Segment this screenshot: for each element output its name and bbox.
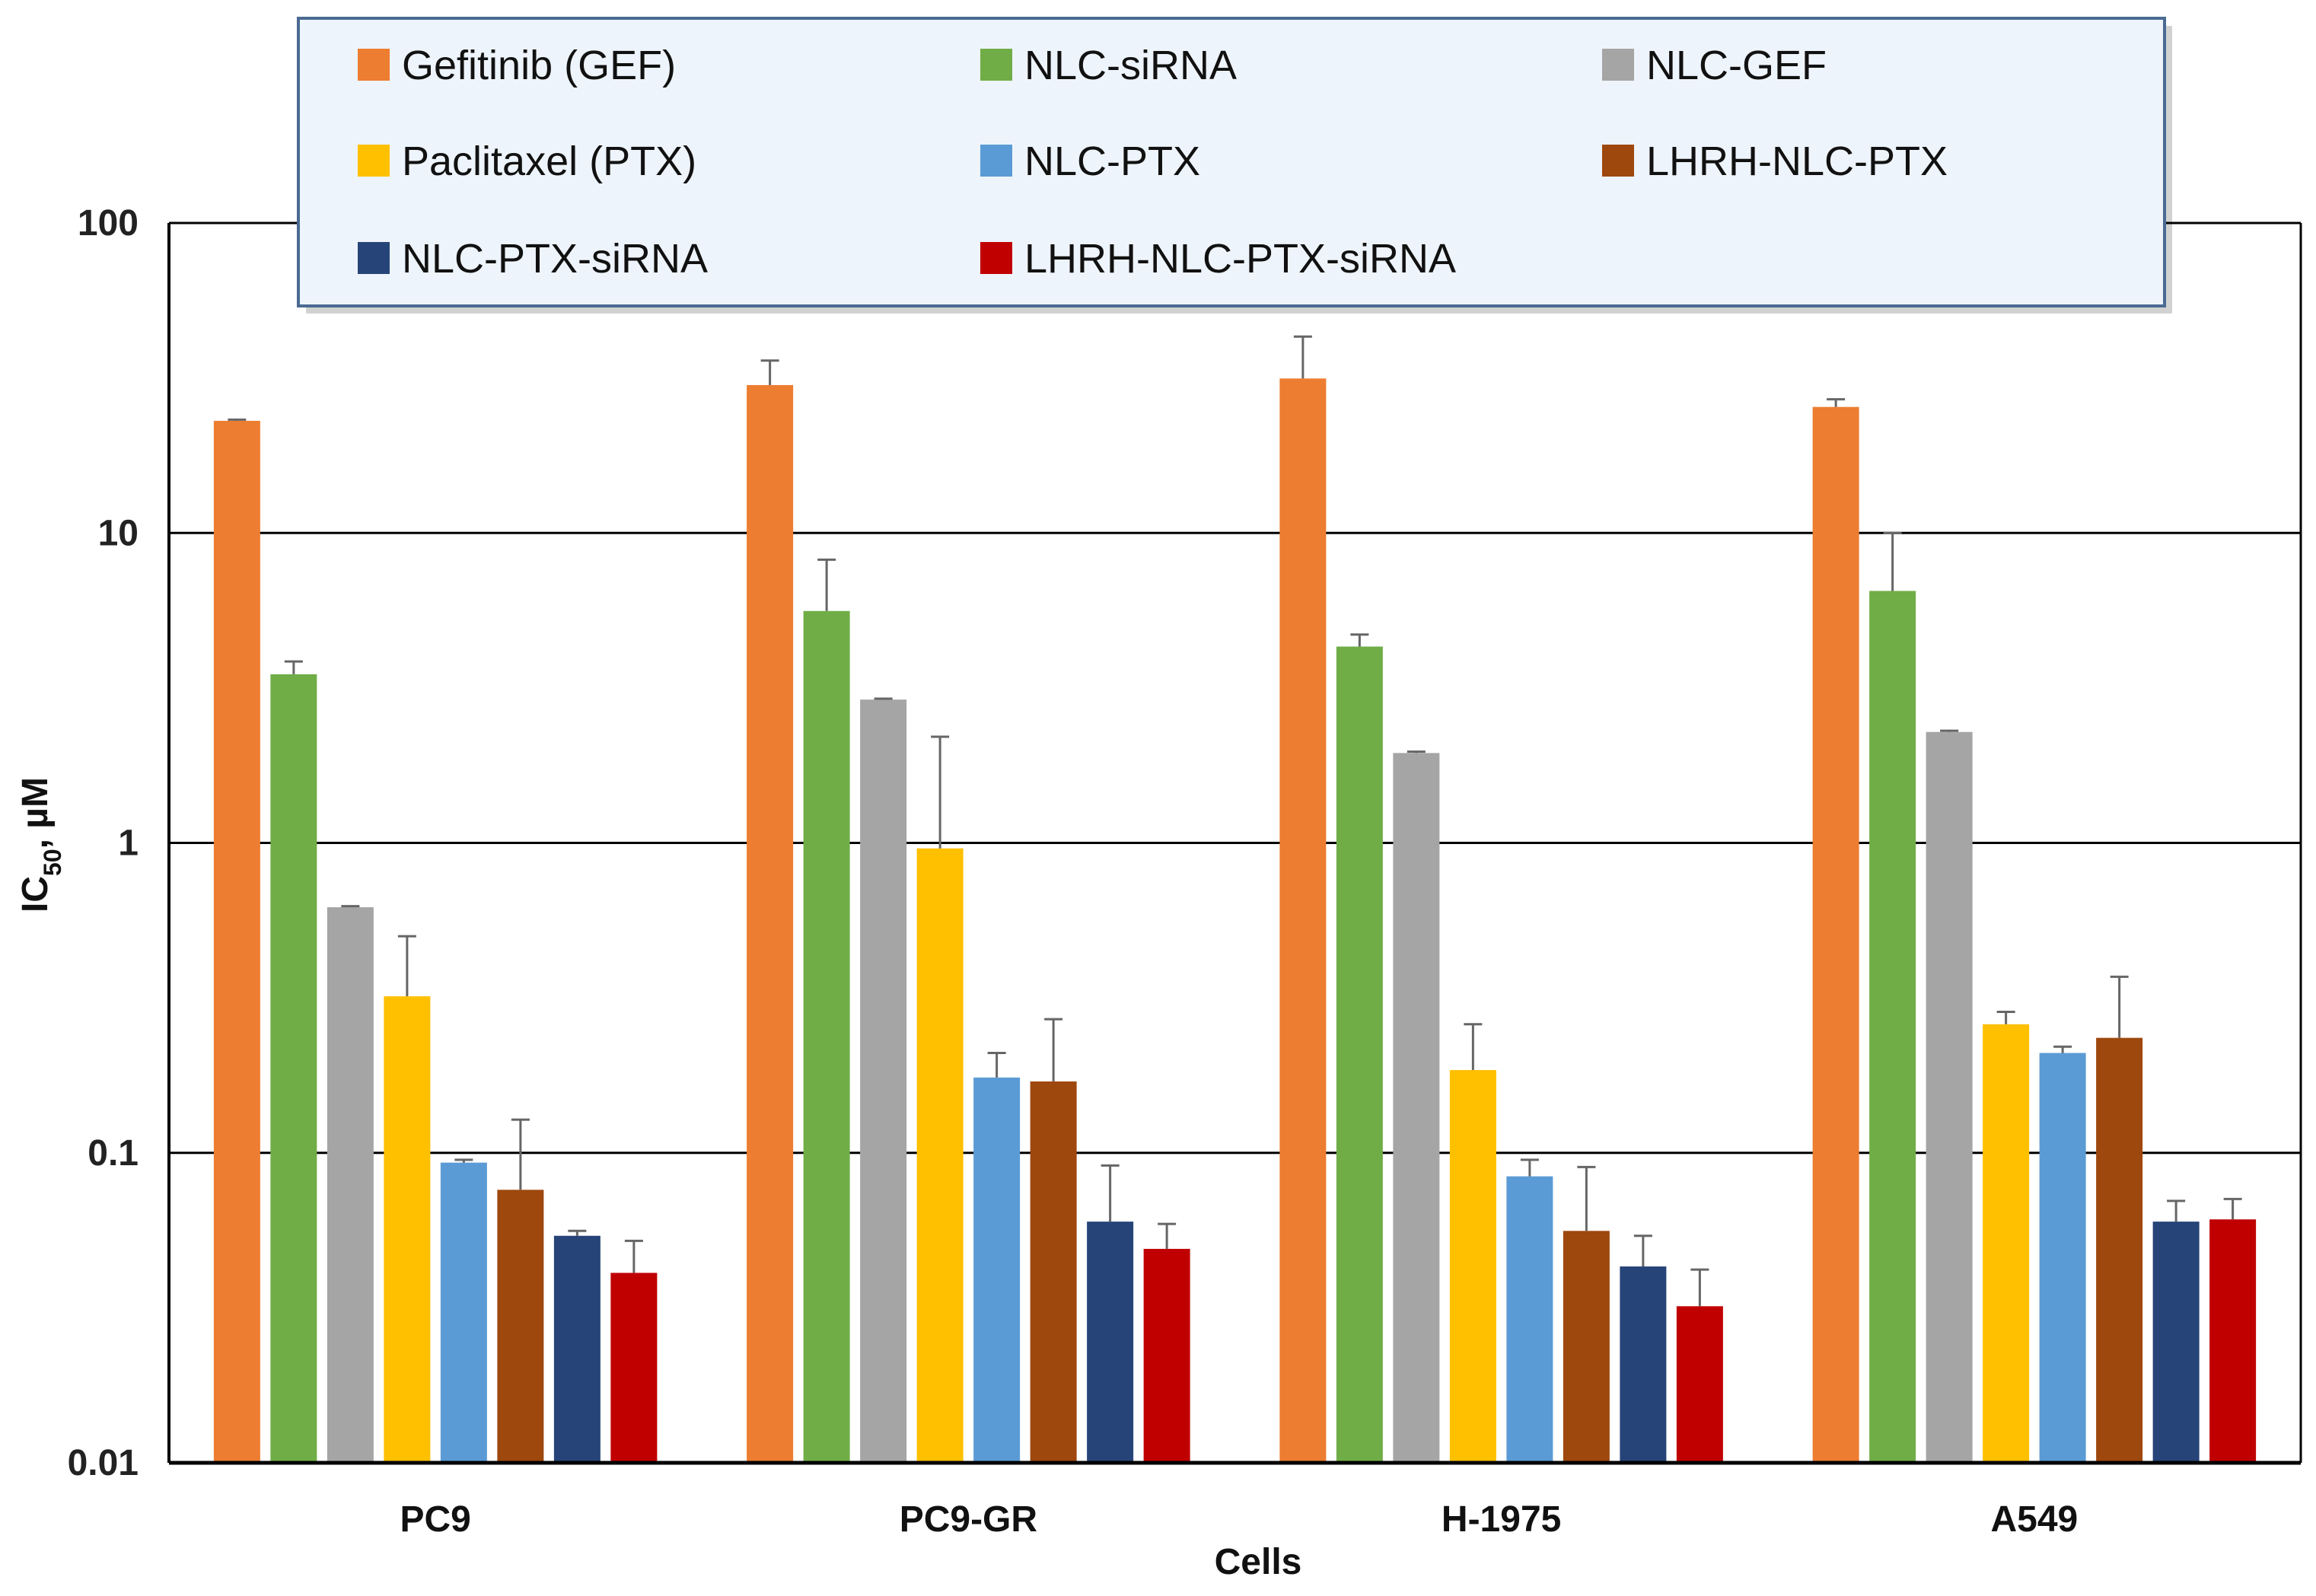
bar [1983, 1024, 2030, 1463]
x-tick-label: PC9 [400, 1499, 470, 1540]
legend-label: Paclitaxel (PTX) [402, 139, 696, 184]
legend-label: NLC-PTX [1024, 139, 1200, 184]
legend-box [297, 17, 2166, 307]
legend-label: NLC-siRNA [1024, 43, 1237, 88]
labels-layer: 0.01 0.1 1 10 100 PC9 PC9-GR H-1975 A549 Cells IC5… [15, 203, 2078, 1582]
legend-swatch [1602, 49, 1634, 81]
bar [1620, 1266, 1667, 1463]
bar [2039, 1053, 2086, 1463]
bar [1676, 1306, 1723, 1463]
y-tick-label: 1 [118, 823, 139, 864]
axes-layer [167, 223, 2302, 1465]
bar [553, 1235, 601, 1463]
bar [1143, 1248, 1190, 1463]
legend-label: LHRH-NLC-PTX-siRNA [1024, 236, 1456, 282]
bar [213, 420, 260, 1464]
legend-swatch [358, 242, 390, 274]
bar [747, 384, 794, 1463]
bar [1030, 1081, 1077, 1463]
bar [1449, 1069, 1496, 1463]
bar [1087, 1222, 1134, 1463]
legend-swatch [980, 145, 1012, 177]
legend-label: NLC-PTX-siRNA [402, 236, 708, 282]
x-tick-label: H-1975 [1442, 1499, 1561, 1540]
bar [1336, 646, 1383, 1463]
bar [1279, 378, 1327, 1464]
bar [2096, 1037, 2143, 1463]
legend-swatch [980, 49, 1012, 81]
bar [1506, 1176, 1553, 1463]
bars-layer [213, 335, 2257, 1464]
bar [803, 610, 850, 1463]
bar [270, 674, 317, 1464]
bar [384, 996, 431, 1463]
legend-label: LHRH-NLC-PTX [1646, 139, 1948, 184]
bar [497, 1190, 544, 1463]
bar [440, 1162, 487, 1463]
legend-label: NLC-GEF [1646, 43, 1827, 88]
bar [610, 1273, 658, 1463]
bar [1393, 753, 1440, 1463]
bar [2209, 1219, 2257, 1463]
y-tick-label: 0.1 [88, 1133, 139, 1174]
bar [1812, 406, 1859, 1463]
legend-swatch [358, 145, 390, 177]
bar [973, 1077, 1021, 1463]
y-tick-label: 10 [98, 513, 139, 553]
y-tick-label: 0.01 [68, 1443, 139, 1483]
legend-swatch [1602, 145, 1634, 177]
legend-swatch [980, 242, 1012, 274]
bar [327, 907, 374, 1463]
legend-swatch [358, 49, 390, 81]
bar [916, 848, 964, 1463]
bar [1869, 591, 1916, 1463]
bar [860, 699, 907, 1463]
bar [2152, 1222, 2200, 1463]
x-tick-label: A549 [1991, 1499, 2079, 1540]
y-tick-label: 100 [78, 203, 139, 244]
y-axis-title: IC50, µM [15, 777, 66, 913]
bar [1563, 1231, 1610, 1463]
x-tick-label: PC9-GR [900, 1499, 1037, 1540]
x-axis-title: Cells [1215, 1542, 1302, 1582]
bar [1926, 731, 1973, 1463]
legend-label: Gefitinib (GEF) [402, 43, 676, 88]
legend: Gefitinib (GEF) NLC-siRNA NLC-GEF Paclitaxe… [297, 17, 2172, 314]
